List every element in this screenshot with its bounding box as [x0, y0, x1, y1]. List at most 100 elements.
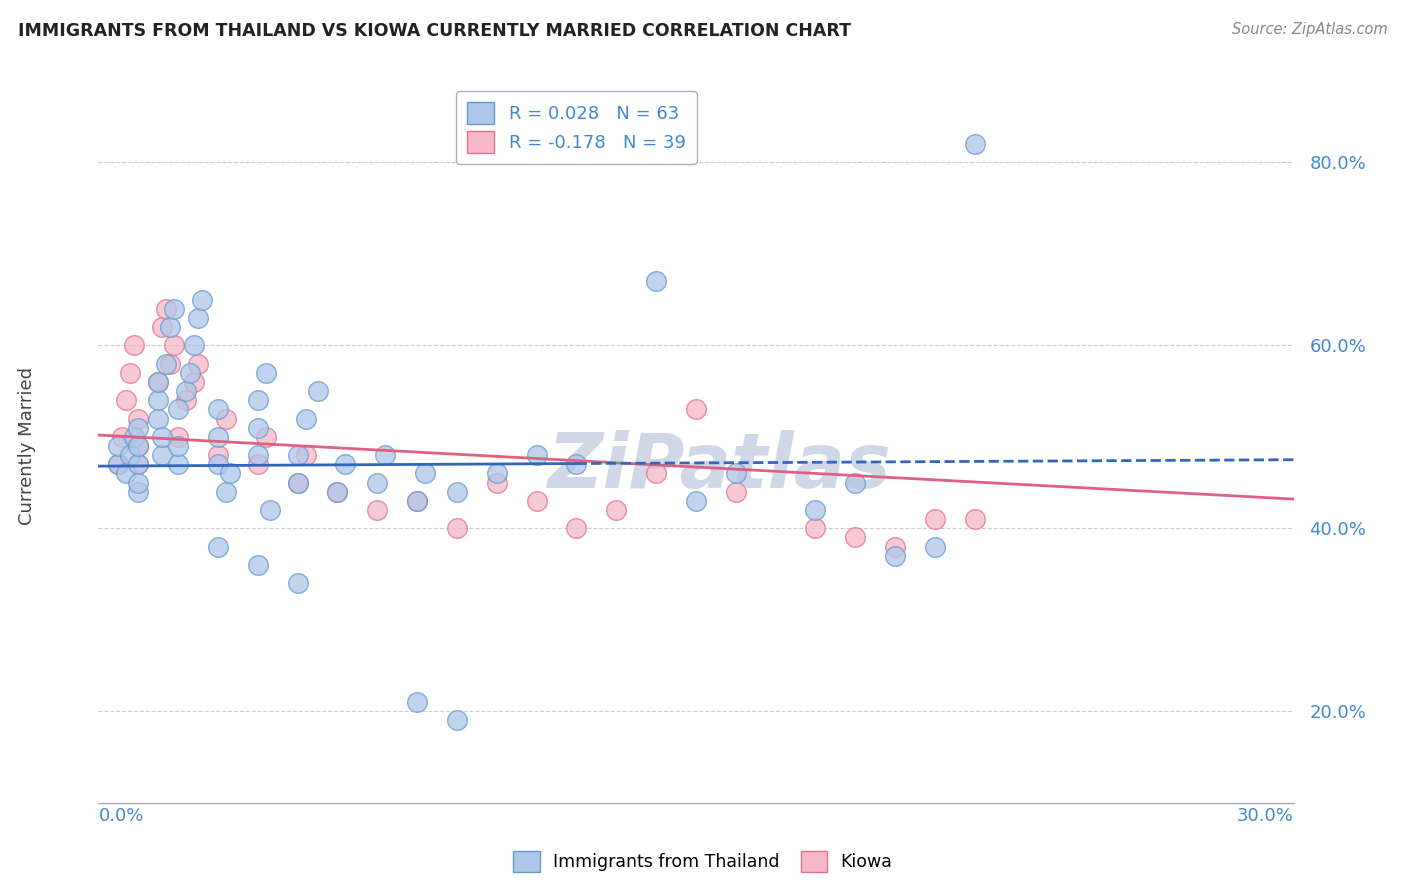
Point — [485, 467, 508, 481]
Point — [219, 467, 242, 481]
Point — [187, 357, 209, 371]
Point — [645, 467, 668, 481]
Point — [127, 458, 149, 472]
Point — [155, 357, 177, 371]
Point — [485, 475, 508, 490]
Point — [804, 521, 827, 535]
Point — [215, 484, 238, 499]
Point — [246, 420, 269, 434]
Point — [107, 439, 129, 453]
Point — [844, 475, 866, 490]
Point — [924, 540, 946, 554]
Point — [259, 503, 281, 517]
Point — [207, 540, 229, 554]
Point — [246, 458, 269, 472]
Point — [127, 439, 149, 453]
Point — [191, 293, 214, 307]
Point — [254, 430, 277, 444]
Point — [163, 338, 186, 352]
Point — [287, 475, 309, 490]
Point — [844, 531, 866, 545]
Point — [724, 484, 747, 499]
Point — [207, 458, 229, 472]
Point — [246, 393, 269, 408]
Point — [406, 494, 429, 508]
Legend: Immigrants from Thailand, Kiowa: Immigrants from Thailand, Kiowa — [506, 844, 900, 879]
Point — [963, 137, 986, 152]
Point — [148, 393, 170, 408]
Point — [127, 475, 149, 490]
Point — [174, 393, 197, 408]
Point — [155, 301, 177, 316]
Point — [107, 458, 129, 472]
Point — [115, 467, 138, 481]
Point — [413, 467, 436, 481]
Point — [215, 411, 238, 425]
Point — [406, 695, 429, 709]
Point — [167, 402, 190, 417]
Point — [804, 503, 827, 517]
Point — [124, 338, 146, 352]
Text: IMMIGRANTS FROM THAILAND VS KIOWA CURRENTLY MARRIED CORRELATION CHART: IMMIGRANTS FROM THAILAND VS KIOWA CURREN… — [18, 22, 851, 40]
Point — [287, 576, 309, 591]
Point — [150, 430, 173, 444]
Text: Source: ZipAtlas.com: Source: ZipAtlas.com — [1232, 22, 1388, 37]
Point — [174, 384, 197, 398]
Point — [127, 484, 149, 499]
Point — [335, 458, 357, 472]
Point — [124, 430, 146, 444]
Point — [187, 310, 209, 325]
Point — [159, 320, 181, 334]
Point — [183, 375, 205, 389]
Point — [685, 494, 707, 508]
Point — [963, 512, 986, 526]
Point — [685, 402, 707, 417]
Point — [446, 714, 468, 728]
Point — [167, 439, 190, 453]
Point — [246, 448, 269, 462]
Point — [127, 458, 149, 472]
Point — [526, 448, 548, 462]
Point — [724, 467, 747, 481]
Point — [167, 430, 190, 444]
Point — [148, 375, 170, 389]
Legend: R = 0.028   N = 63, R = -0.178   N = 39: R = 0.028 N = 63, R = -0.178 N = 39 — [457, 91, 696, 164]
Point — [287, 448, 309, 462]
Point — [254, 366, 277, 380]
Point — [163, 301, 186, 316]
Point — [150, 320, 173, 334]
Point — [115, 393, 138, 408]
Point — [287, 475, 309, 490]
Point — [107, 458, 129, 472]
Point — [924, 512, 946, 526]
Point — [884, 540, 907, 554]
Point — [366, 475, 388, 490]
Point — [150, 448, 173, 462]
Point — [120, 448, 142, 462]
Point — [183, 338, 205, 352]
Point — [148, 375, 170, 389]
Point — [294, 448, 316, 462]
Point — [526, 494, 548, 508]
Point — [167, 458, 190, 472]
Point — [605, 503, 627, 517]
Point — [374, 448, 396, 462]
Point — [127, 420, 149, 434]
Point — [148, 411, 170, 425]
Point — [159, 357, 181, 371]
Point — [179, 366, 201, 380]
Text: 30.0%: 30.0% — [1237, 807, 1294, 825]
Point — [127, 439, 149, 453]
Text: 0.0%: 0.0% — [98, 807, 143, 825]
Point — [127, 411, 149, 425]
Point — [120, 366, 142, 380]
Text: ZiPatlas: ZiPatlas — [548, 431, 891, 504]
Point — [326, 484, 349, 499]
Y-axis label: Currently Married: Currently Married — [18, 367, 37, 525]
Point — [207, 402, 229, 417]
Point — [246, 558, 269, 572]
Point — [406, 494, 429, 508]
Point — [884, 549, 907, 563]
Point — [565, 458, 588, 472]
Point — [446, 521, 468, 535]
